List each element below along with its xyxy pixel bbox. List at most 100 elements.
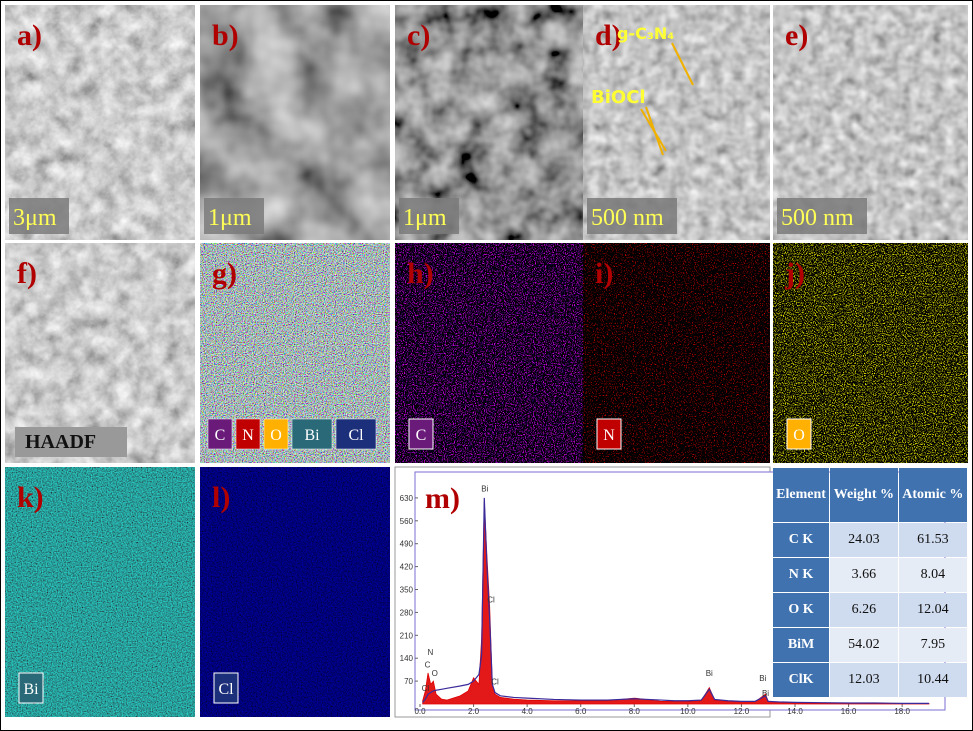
- panel-label: b): [212, 19, 239, 52]
- panel-label: j): [784, 257, 805, 290]
- x-tick-label: 16.0: [841, 707, 857, 716]
- element-cell: BiM: [773, 628, 830, 662]
- element-cell: C K: [773, 523, 830, 557]
- element-tag-label: N: [603, 427, 615, 444]
- header-row: Element Weight % Atomic %: [773, 468, 967, 522]
- table-row: BiM 54.02 7.95: [773, 628, 967, 662]
- table-row: O K 6.26 12.04: [773, 593, 967, 627]
- annotation: BiOCl: [591, 87, 646, 108]
- element-cell: ClK: [773, 663, 830, 697]
- peak-label: Bi: [706, 669, 713, 678]
- peak-label: Bi: [759, 674, 766, 683]
- value-cell: 8.04: [898, 558, 967, 592]
- value-cell: 12.03: [830, 663, 898, 697]
- element-tag-label: Bi: [23, 681, 39, 698]
- panel-label: m): [425, 482, 460, 515]
- value-cell: 61.53: [898, 523, 967, 557]
- legend-swatch: [263, 418, 289, 450]
- peak-label: Bi: [481, 484, 488, 493]
- x-tick-label: 0.0: [414, 707, 426, 716]
- peak-label: N: [428, 648, 434, 657]
- annotation: g-C₃N₄: [617, 24, 674, 43]
- legend-label: Cl: [348, 427, 364, 444]
- x-tick-label: 4.0: [522, 707, 534, 716]
- scale-bar-box: [777, 198, 867, 234]
- scale-bar-box: [9, 198, 69, 234]
- peak-label: C: [425, 660, 431, 669]
- legend-swatch: [207, 418, 233, 450]
- legend-swatch: [335, 418, 377, 450]
- table-row: N K 3.66 8.04: [773, 558, 967, 592]
- legend-label: C: [215, 427, 226, 444]
- element-tag: [596, 418, 622, 450]
- element-tag-label: O: [793, 427, 805, 444]
- element-tag: [408, 418, 434, 450]
- x-tick-label: 8.0: [629, 707, 641, 716]
- element-tag-label: C: [416, 427, 427, 444]
- header-cell: Weight %: [830, 468, 898, 522]
- element-tag-label: Cl: [218, 681, 234, 698]
- value-cell: 54.02: [830, 628, 898, 662]
- peak-label: O: [432, 669, 438, 678]
- y-tick-label: 630: [400, 494, 414, 503]
- scale-bar-label: 500 nm: [591, 205, 664, 231]
- element-cell: N K: [773, 558, 830, 592]
- micrograph: [5, 243, 195, 463]
- panel-label: d): [595, 19, 622, 52]
- value-cell: 3.66: [830, 558, 898, 592]
- y-tick-label: 280: [400, 608, 414, 617]
- x-tick-label: 18.0: [894, 707, 910, 716]
- element-tag-label: HAADF: [25, 431, 96, 453]
- scale-bar-label: 1μm: [208, 205, 252, 231]
- scale-bar-label: 500 nm: [781, 205, 854, 231]
- peak-label: Cl: [487, 596, 495, 605]
- table-row: ClK 12.03 10.44: [773, 663, 967, 697]
- y-tick-label: 420: [400, 563, 414, 572]
- legend-label: Bi: [304, 427, 320, 444]
- scale-bar-label: 3μm: [13, 205, 57, 231]
- panel-label: h): [407, 257, 434, 290]
- element-tag: [786, 418, 812, 450]
- panel-label: i): [595, 257, 613, 290]
- spectrum-line: [422, 497, 929, 704]
- x-tick-label: 6.0: [575, 707, 587, 716]
- header-cell: Element: [773, 468, 830, 522]
- y-tick-label: 70: [404, 677, 413, 686]
- legend-swatch: [291, 418, 333, 450]
- table-row: C K 24.03 61.53: [773, 523, 967, 557]
- element-tag: [18, 672, 44, 704]
- arrow: [640, 108, 667, 152]
- panel-label: e): [785, 19, 808, 52]
- panel-label: l): [212, 481, 230, 514]
- y-tick-label: 350: [400, 586, 414, 595]
- legend-swatch: [235, 418, 261, 450]
- value-cell: 12.04: [898, 593, 967, 627]
- panel-label: c): [407, 19, 430, 52]
- panel-label: a): [17, 19, 42, 52]
- panel-label: g): [212, 257, 237, 290]
- y-tick-label: 490: [400, 540, 414, 549]
- value-cell: 24.03: [830, 523, 898, 557]
- x-tick-label: 2.0: [468, 707, 480, 716]
- element-tag: [213, 672, 239, 704]
- panel-label: k): [17, 481, 44, 514]
- x-tick-label: 14.0: [787, 707, 803, 716]
- value-cell: 7.95: [898, 628, 967, 662]
- peak-label: Bi: [762, 689, 769, 698]
- x-tick-label: 10.0: [680, 707, 696, 716]
- x-tick-label: 12.0: [734, 707, 750, 716]
- value-cell: 6.26: [830, 593, 898, 627]
- y-tick-label: 560: [400, 517, 414, 526]
- scale-bar-box: [587, 198, 677, 234]
- scale-bar-label: 1μm: [403, 205, 447, 231]
- legend-label: N: [242, 427, 254, 444]
- panel-label: f): [17, 257, 37, 290]
- y-tick-label: 210: [400, 631, 414, 640]
- legend-label: O: [270, 427, 282, 444]
- peak-label: Cl: [491, 677, 499, 686]
- peak-label: Cl: [422, 684, 430, 693]
- element-tag: [15, 427, 127, 457]
